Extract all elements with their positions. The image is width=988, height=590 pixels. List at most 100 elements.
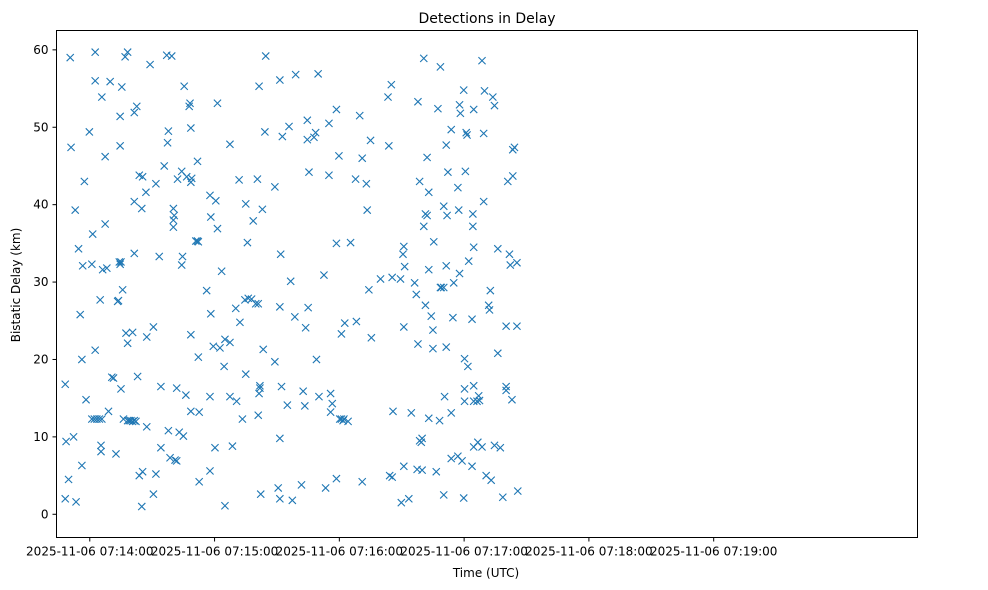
data-point-166: [270, 357, 279, 366]
data-point-53: [121, 329, 130, 338]
x-axis-label: Time (UTC): [452, 566, 519, 580]
data-point-304: [468, 222, 477, 231]
data-point-288: [455, 269, 464, 278]
y-axis-label: Bistatic Delay (km): [9, 228, 23, 343]
data-point-37: [107, 373, 116, 382]
data-point-333: [502, 386, 511, 395]
data-point-6: [69, 432, 78, 441]
data-point-31: [98, 265, 107, 274]
data-point-54: [123, 339, 132, 348]
data-point-167: [270, 182, 279, 191]
data-point-216: [355, 111, 364, 120]
data-point-268: [437, 283, 446, 292]
data-point-266: [436, 62, 445, 71]
data-point-112: [186, 330, 195, 339]
data-point-231: [389, 407, 397, 416]
y-tick-label-2: 20: [33, 352, 48, 366]
data-point-309: [469, 105, 478, 114]
data-point-287: [454, 206, 463, 215]
data-point-337: [507, 395, 516, 404]
x-tick-label-0: 2025-11-06 07:14:00: [26, 545, 153, 559]
x-tick-label-3: 2025-11-06 07:17:00: [400, 545, 527, 559]
data-point-299: [463, 362, 472, 371]
data-point-1: [61, 380, 70, 389]
data-point-130: [213, 99, 222, 108]
data-point-257: [424, 188, 433, 197]
data-point-225: [384, 93, 392, 102]
data-point-74: [142, 333, 151, 342]
data-point-243: [413, 340, 422, 348]
data-point-181: [291, 70, 300, 79]
data-point-226: [384, 141, 393, 150]
data-point-18: [88, 230, 97, 239]
data-point-39: [111, 449, 120, 458]
data-point-14: [80, 177, 89, 186]
data-point-331: [502, 322, 511, 331]
y-tick-label-0: 0: [41, 507, 49, 521]
data-point-90: [167, 52, 176, 61]
data-point-124: [206, 309, 215, 318]
data-point-32: [101, 152, 110, 161]
data-point-278: [443, 168, 452, 177]
data-point-3: [64, 475, 73, 484]
data-point-157: [255, 82, 264, 91]
data-point-224: [376, 274, 385, 283]
data-point-187: [303, 116, 312, 125]
data-point-212: [344, 417, 353, 426]
data-point-136: [220, 501, 229, 510]
data-point-236: [399, 322, 408, 331]
data-point-261: [428, 326, 437, 335]
data-point-189: [304, 168, 313, 177]
data-point-286: [455, 100, 464, 109]
data-point-277: [442, 343, 451, 352]
data-point-281: [447, 454, 456, 463]
data-point-154: [253, 175, 262, 184]
data-point-294: [460, 384, 469, 393]
data-point-199: [326, 389, 335, 398]
data-point-108: [186, 99, 195, 108]
data-point-78: [149, 490, 158, 499]
data-point-138: [225, 338, 234, 347]
data-point-17: [87, 260, 96, 269]
data-point-233: [397, 498, 406, 507]
data-point-65: [132, 102, 141, 111]
data-point-137: [225, 140, 234, 149]
data-point-162: [258, 205, 267, 214]
data-point-322: [486, 286, 495, 295]
data-point-125: [205, 392, 214, 401]
data-point-95: [171, 456, 180, 465]
data-point-300: [464, 257, 473, 266]
data-point-190: [309, 133, 318, 142]
data-point-26: [91, 346, 100, 355]
data-point-107: [185, 102, 194, 111]
x-tick-label-5: 2025-11-06 07:19:00: [650, 545, 777, 559]
data-point-192: [312, 355, 321, 364]
data-point-142: [232, 397, 241, 406]
data-point-272: [439, 490, 448, 499]
data-point-203: [332, 239, 341, 248]
data-point-215: [352, 317, 361, 326]
data-point-197: [324, 171, 333, 180]
data-point-201: [328, 399, 337, 408]
data-point-113: [186, 407, 195, 416]
data-point-84: [160, 161, 169, 170]
data-point-176: [283, 401, 292, 410]
data-point-149: [243, 238, 252, 247]
data-point-173: [276, 250, 285, 259]
y-tick-label-6: 60: [33, 43, 48, 57]
data-point-71: [137, 502, 146, 511]
data-point-16: [85, 127, 94, 136]
data-point-332: [502, 382, 511, 391]
data-point-116: [194, 237, 203, 246]
x-tick-label-1: 2025-11-06 07:15:00: [151, 545, 278, 559]
data-point-274: [442, 141, 451, 150]
data-point-98: [173, 175, 182, 184]
data-point-329: [496, 443, 505, 452]
data-point-76: [146, 60, 155, 69]
data-point-211: [340, 319, 349, 328]
data-point-143: [235, 175, 244, 184]
data-point-275: [443, 211, 452, 220]
data-point-182: [297, 480, 306, 489]
